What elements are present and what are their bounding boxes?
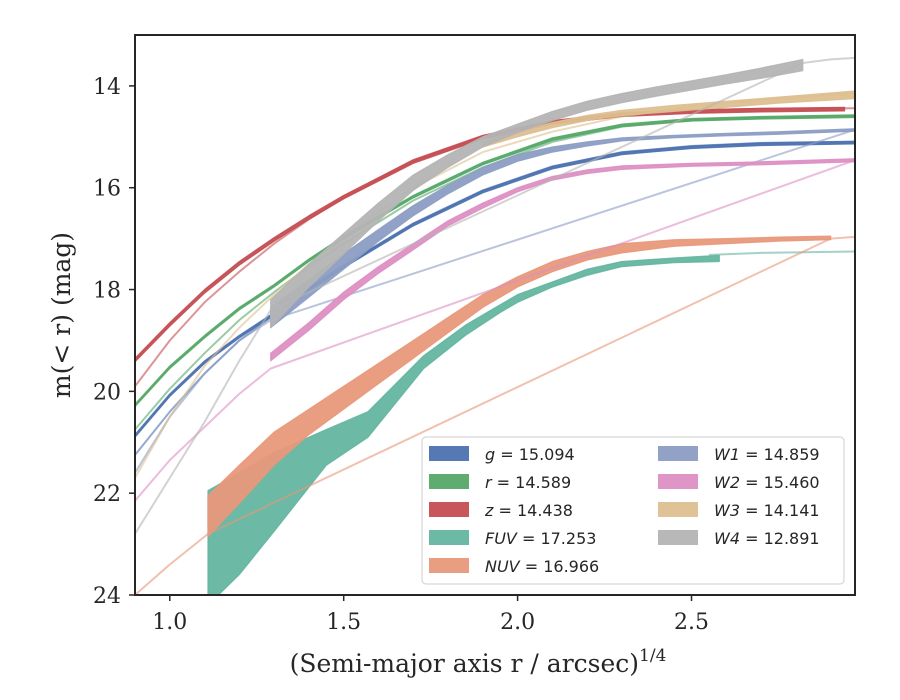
- series-band-fuv: [207, 254, 720, 595]
- plot-frame: [134, 34, 856, 596]
- legend-label-fuv: FUV = 17.253: [485, 529, 596, 548]
- series-band-w3: [482, 90, 855, 148]
- x-tick-label: 2.5: [674, 610, 709, 635]
- legend-swatch-w2: [658, 474, 698, 489]
- series-band-nuv: [207, 235, 832, 538]
- legend: g = 15.094 r = 14.589 z = 14.438 FUV = 17.2…: [421, 436, 845, 585]
- legend-swatch-fuv: [429, 530, 469, 545]
- legend-label-z: z = 14.438: [484, 501, 573, 520]
- x-axis-label-text: (Semi-major axis r / arcsec): [290, 649, 639, 678]
- axis-ticks: 1.0 1.5 2.0 2.5 14 16 18 20 22 24: [93, 75, 709, 635]
- legend-swatch-w4: [658, 530, 698, 545]
- legend-swatch-g: [429, 446, 469, 461]
- y-axis-label: m(< r) (mag): [47, 232, 76, 398]
- y-tick-label: 18: [93, 279, 121, 304]
- x-tick-label: 1.5: [326, 610, 361, 635]
- legend-box: [421, 436, 845, 585]
- legend-label-g: g = 15.094: [485, 445, 575, 464]
- y-tick-label: 24: [93, 584, 121, 609]
- legend-label-w1: W1 = 14.859: [714, 445, 820, 464]
- y-tick-label: 22: [93, 482, 121, 507]
- legend-label-r: r = 14.589: [485, 473, 571, 492]
- x-axis-label: (Semi-major axis r / arcsec)1/4: [290, 646, 667, 678]
- legend-swatch-w3: [658, 502, 698, 517]
- series-band-w4: [270, 58, 804, 329]
- y-tick-label: 14: [93, 75, 121, 100]
- legend-swatch-w1: [658, 446, 698, 461]
- x-tick-label: 1.0: [152, 610, 187, 635]
- legend-label-w2: W2 = 15.460: [714, 473, 820, 492]
- series-band-w1: [270, 128, 855, 329]
- plot-area: [135, 56, 855, 595]
- legend-label-w3: W3 = 14.141: [714, 501, 820, 520]
- series-line-w4: [135, 56, 855, 535]
- legend-swatch-r: [429, 474, 469, 489]
- legend-label-w4: W4 = 12.891: [714, 529, 820, 548]
- series-band-w2: [270, 158, 855, 362]
- legend-label-nuv: NUV = 16.966: [485, 557, 599, 576]
- y-tick-label: 20: [93, 380, 121, 405]
- legend-swatch-z: [429, 502, 469, 517]
- legend-swatch-nuv: [429, 558, 469, 573]
- x-axis-label-exponent: 1/4: [639, 646, 666, 666]
- series-band-r: [135, 114, 855, 408]
- y-tick-label: 16: [93, 177, 121, 202]
- x-tick-label: 2.0: [500, 610, 535, 635]
- series-band-z: [135, 106, 846, 363]
- series-line-w2: [135, 159, 855, 502]
- series-line-fuv: [708, 250, 855, 256]
